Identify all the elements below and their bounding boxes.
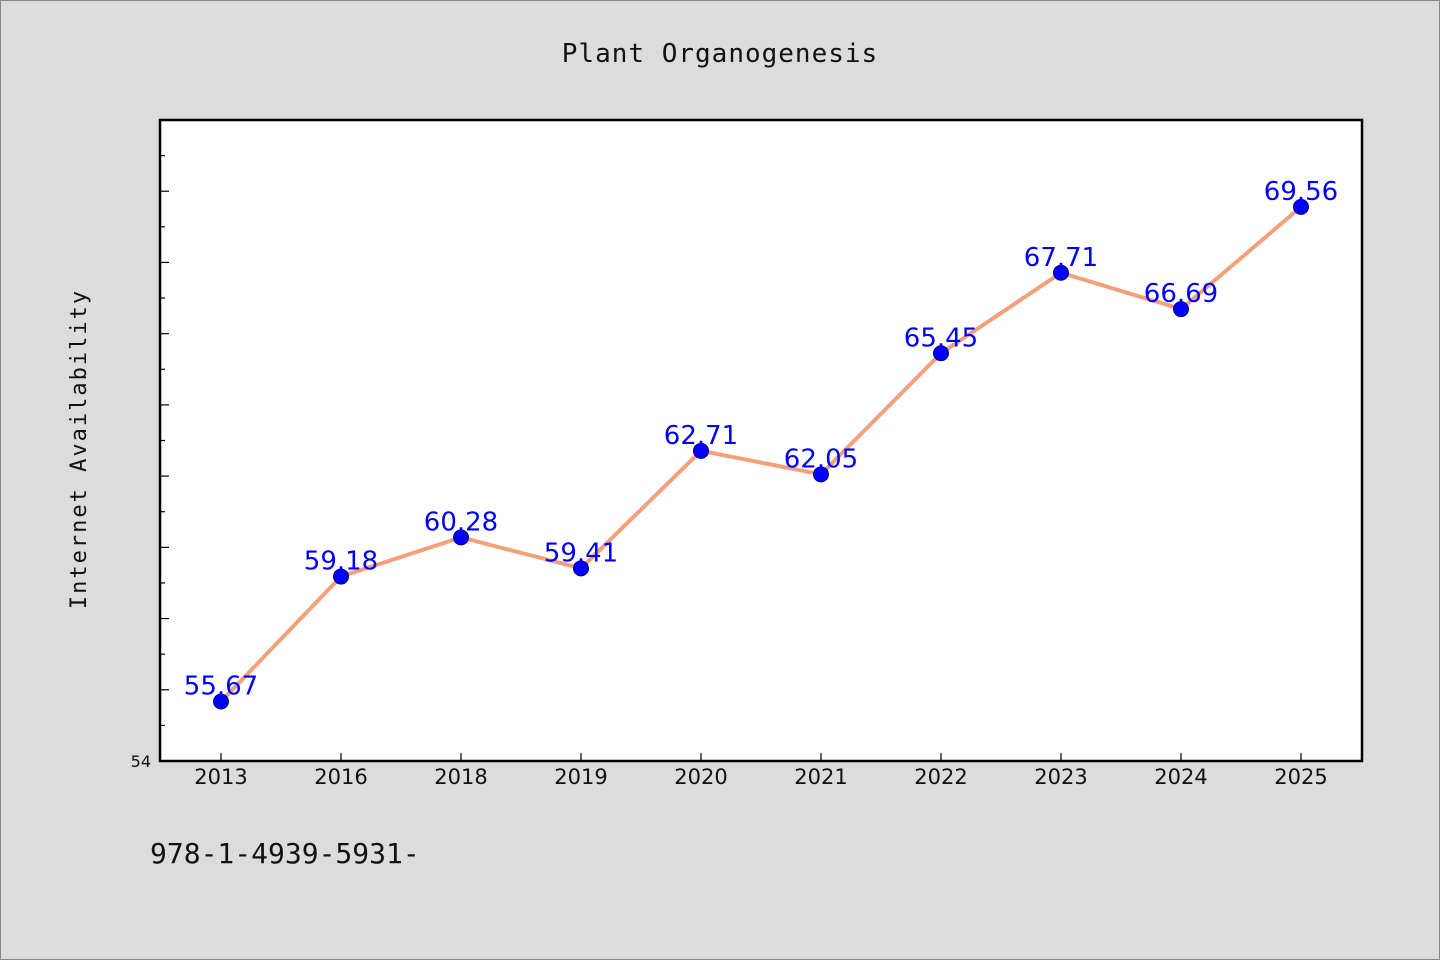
x-tick-label: 2020 <box>674 765 727 789</box>
data-point <box>813 466 829 483</box>
data-point <box>933 345 949 362</box>
data-label: 62.05 <box>784 444 858 474</box>
x-axis: 2013 2016 2018 2019 2020 2021 2022 2023 2024 2025 <box>194 753 1328 789</box>
y-axis-ticks <box>160 155 169 726</box>
series-line <box>219 205 1303 703</box>
data-label: 60.28 <box>424 507 498 537</box>
data-point <box>693 442 709 459</box>
data-point <box>1053 264 1069 281</box>
data-label: 65.45 <box>904 323 978 353</box>
data-label: 59.41 <box>544 538 618 568</box>
data-label: 67.71 <box>1024 243 1098 273</box>
data-point <box>573 560 589 577</box>
data-point <box>1293 198 1309 215</box>
x-tick-label: 2025 <box>1274 765 1327 789</box>
series-markers <box>213 198 1309 710</box>
data-point <box>453 529 469 546</box>
x-tick-label: 2016 <box>314 765 367 789</box>
data-point <box>1173 301 1189 318</box>
x-tick-label: 2013 <box>194 765 247 789</box>
data-labels: 55.67 59.18 60.28 59.41 62.71 62.05 65.45 67.71… <box>184 177 1338 702</box>
plot-area <box>158 118 1364 763</box>
data-label: 69.56 <box>1264 177 1338 207</box>
data-label: 55.67 <box>184 672 258 702</box>
data-label: 59.18 <box>304 547 378 577</box>
x-tick-label: 2018 <box>434 765 487 789</box>
x-tick-label: 2019 <box>554 765 607 789</box>
data-label: 62.71 <box>664 421 738 451</box>
x-tick-label: 2024 <box>1154 765 1207 789</box>
x-tick-label: 2022 <box>914 765 967 789</box>
data-point <box>213 693 229 710</box>
x-tick-label: 2021 <box>794 765 847 789</box>
y-tick-label-min: 54 <box>131 752 151 771</box>
footer-isbn-text: 978-1-4939-5931- <box>150 837 420 870</box>
y-axis-label: Internet Availability <box>67 289 92 609</box>
data-point <box>333 568 349 585</box>
data-label: 66.69 <box>1144 279 1218 309</box>
chart-title: Plant Organogenesis <box>562 39 878 69</box>
x-tick-label: 2023 <box>1034 765 1087 789</box>
